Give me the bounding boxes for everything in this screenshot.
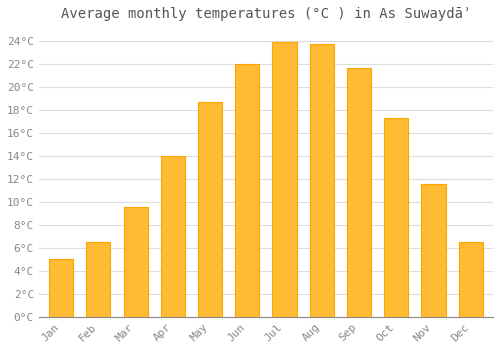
Bar (86, 242, 110, 317)
Bar (198, 102, 222, 317)
Title: Average monthly temperatures (°C ) in As Suwaydāʾ: Average monthly temperatures (°C ) in As… (60, 7, 471, 21)
Bar (272, 42, 296, 317)
Bar (160, 156, 185, 317)
Bar (124, 208, 148, 317)
Bar (422, 184, 446, 317)
Bar (310, 44, 334, 317)
Bar (347, 68, 371, 317)
Bar (384, 118, 408, 317)
Bar (458, 242, 483, 317)
Bar (49, 259, 73, 317)
Bar (235, 64, 260, 317)
